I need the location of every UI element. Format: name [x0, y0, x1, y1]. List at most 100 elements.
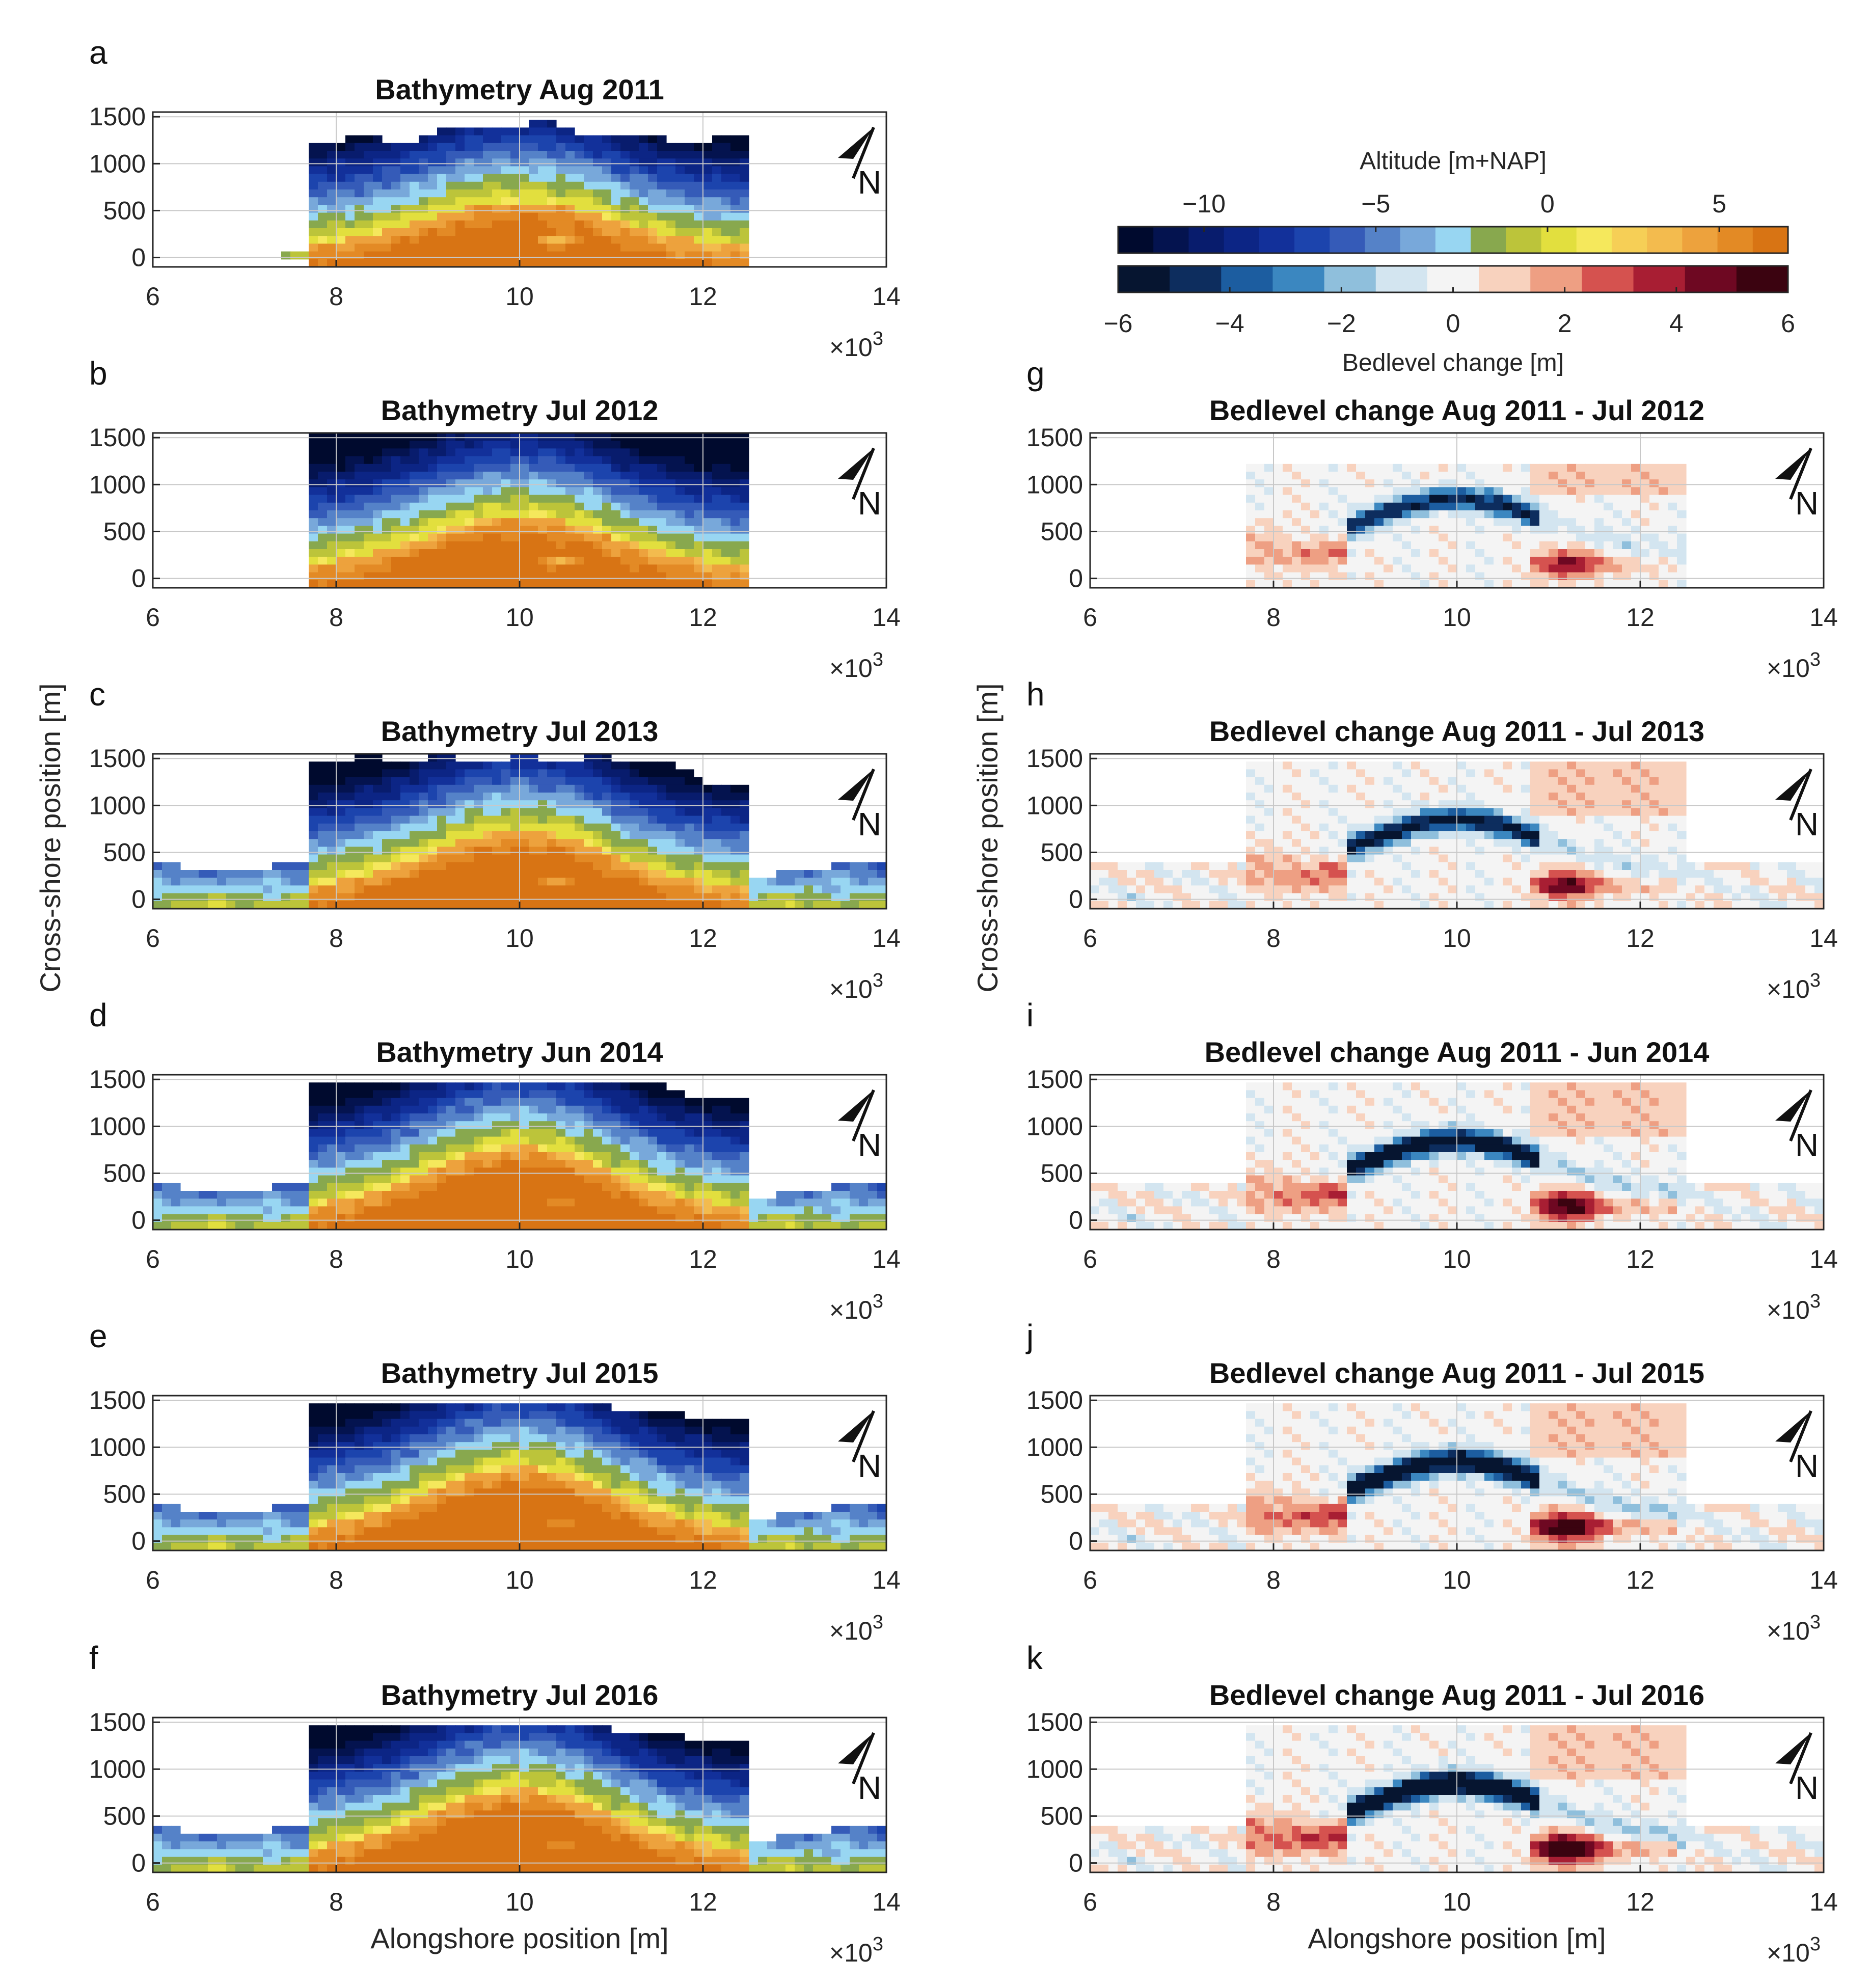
- heatmap-cell: [675, 472, 685, 480]
- heatmap-cell: [300, 1527, 309, 1536]
- heatmap-cell: [336, 495, 346, 503]
- heatmap-cell: [281, 893, 291, 902]
- heatmap-cell: [630, 441, 639, 449]
- heatmap-cell: [675, 456, 685, 465]
- heatmap-cell: [455, 580, 465, 588]
- heatmap-cell: [547, 1465, 557, 1474]
- heatmap-cell: [318, 151, 328, 159]
- heatmap-cell: [740, 143, 749, 151]
- x-exponent-power: 3: [873, 649, 883, 670]
- heatmap-cell: [501, 580, 511, 588]
- x-tick-label: 10: [505, 924, 534, 952]
- heatmap-cell: [318, 761, 328, 770]
- heatmap-cell: [373, 495, 383, 503]
- heatmap-cell: [382, 808, 392, 816]
- heatmap-cell: [410, 1206, 419, 1215]
- heatmap-cell: [593, 1504, 603, 1512]
- heatmap-cell: [217, 1214, 227, 1222]
- heatmap-cell: [538, 174, 548, 182]
- heatmap-cell: [538, 901, 548, 909]
- heatmap-cell: [373, 526, 383, 534]
- heatmap-cell: [675, 526, 685, 534]
- heatmap-cell: [400, 448, 410, 457]
- heatmap-cell: [153, 1221, 162, 1230]
- heatmap-cell: [400, 1113, 410, 1122]
- heatmap-cell: [318, 502, 328, 511]
- heatmap-cell: [391, 549, 401, 557]
- heatmap-cell: [703, 572, 713, 581]
- heatmap-cell: [611, 1183, 621, 1191]
- heatmap-cell: [309, 181, 318, 190]
- heatmap-cell: [694, 1152, 703, 1160]
- heatmap-cell: [538, 1183, 548, 1191]
- heatmap-cell: [538, 526, 548, 534]
- heatmap-cell: [575, 815, 584, 824]
- heatmap-cell: [345, 1113, 355, 1122]
- heatmap-cell: [483, 127, 493, 136]
- heatmap-cell: [657, 212, 667, 221]
- heatmap-cell: [740, 1152, 749, 1160]
- heatmap-cell: [630, 831, 639, 839]
- heatmap-cell: [556, 174, 566, 182]
- heatmap-cell: [235, 1519, 245, 1528]
- heatmap-cell: [309, 518, 318, 526]
- heatmap-cell: [309, 769, 318, 778]
- heatmap-cell: [675, 479, 685, 487]
- heatmap-cell: [703, 831, 713, 839]
- heatmap-cell: [465, 761, 474, 770]
- heatmap-cell: [648, 1152, 658, 1160]
- heatmap-cell: [538, 433, 548, 441]
- heatmap-cell: [602, 135, 612, 144]
- heatmap-cell: [593, 259, 603, 267]
- heatmap-cell: [483, 526, 493, 534]
- heatmap-cell: [520, 901, 529, 909]
- heatmap-cell: [630, 862, 639, 870]
- heatmap-cell: [364, 243, 373, 252]
- heatmap-cell: [474, 495, 483, 503]
- heatmap-cell: [208, 1221, 218, 1230]
- north-arrow-icon: N: [838, 768, 881, 842]
- heatmap-cell: [446, 761, 456, 770]
- heatmap-cell: [529, 1090, 538, 1099]
- heatmap-cell: [382, 243, 392, 252]
- heatmap-cell: [538, 151, 548, 159]
- heatmap-cell: [657, 870, 667, 878]
- heatmap-cell: [703, 220, 713, 229]
- heatmap-cell: [355, 800, 364, 808]
- heatmap-cell: [300, 1214, 309, 1222]
- heatmap-cell: [162, 1191, 172, 1199]
- heatmap-cell: [400, 761, 410, 770]
- heatmap-cell: [465, 166, 474, 175]
- heatmap-cell: [428, 777, 438, 785]
- heatmap-cell: [501, 572, 511, 581]
- heatmap-cell: [611, 541, 621, 550]
- heatmap-cell: [263, 1519, 273, 1528]
- heatmap-cell: [767, 893, 777, 902]
- heatmap-cell: [373, 1206, 383, 1215]
- heatmap-cell: [355, 761, 364, 770]
- heatmap-cell: [309, 510, 318, 519]
- heatmap-cell: [630, 1221, 639, 1230]
- heatmap-cell: [428, 1542, 438, 1551]
- north-arrow-icon: N: [838, 1089, 881, 1163]
- heatmap-cell: [345, 1488, 355, 1497]
- heatmap-cell: [501, 502, 511, 511]
- heatmap-cell: [657, 251, 667, 260]
- heatmap-cell: [419, 839, 428, 847]
- heatmap-cell: [208, 878, 218, 886]
- heatmap-cell: [565, 1206, 575, 1215]
- heatmap-cell: [648, 761, 658, 770]
- heatmap-cell: [538, 510, 548, 519]
- heatmap-cell: [620, 189, 630, 198]
- heatmap-cell: [877, 1221, 887, 1230]
- heatmap-cell: [868, 878, 878, 886]
- heatmap-cell: [584, 472, 593, 480]
- heatmap-cell: [180, 1191, 190, 1199]
- heatmap-cell: [437, 1167, 447, 1176]
- heatmap-cell: [630, 893, 639, 902]
- heatmap-cell: [446, 549, 456, 557]
- heatmap-cell: [529, 495, 538, 503]
- heatmap-cell: [776, 901, 786, 909]
- heatmap-cell: [529, 197, 538, 205]
- heatmap-cell: [345, 251, 355, 260]
